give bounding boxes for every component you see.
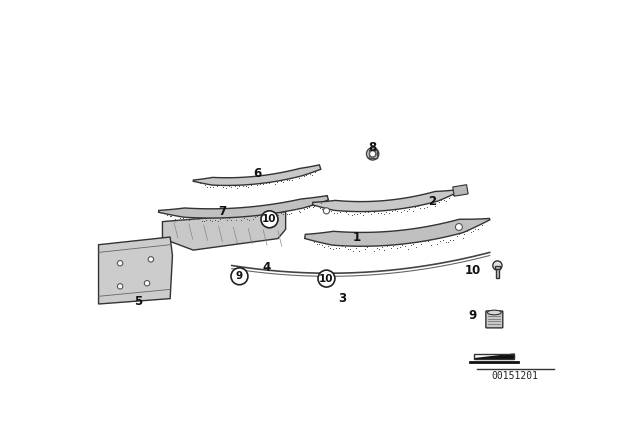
Polygon shape [312, 190, 459, 211]
Polygon shape [163, 211, 285, 250]
Circle shape [117, 284, 123, 289]
Text: 6: 6 [253, 167, 261, 180]
FancyBboxPatch shape [369, 150, 376, 158]
Polygon shape [305, 219, 490, 246]
Text: 9: 9 [468, 309, 477, 322]
Circle shape [145, 280, 150, 286]
Text: 1: 1 [353, 231, 360, 244]
FancyBboxPatch shape [496, 269, 499, 278]
Ellipse shape [488, 310, 501, 315]
Polygon shape [474, 354, 515, 359]
FancyBboxPatch shape [486, 311, 503, 328]
Circle shape [493, 261, 502, 270]
Polygon shape [99, 237, 172, 304]
Text: 5: 5 [134, 295, 142, 308]
FancyBboxPatch shape [495, 266, 500, 269]
Circle shape [261, 211, 278, 228]
Text: 10: 10 [262, 214, 276, 224]
Text: 4: 4 [262, 261, 271, 274]
Polygon shape [193, 165, 321, 185]
Circle shape [456, 224, 462, 230]
Circle shape [148, 257, 154, 262]
Text: 8: 8 [369, 141, 377, 154]
Text: 00151201: 00151201 [492, 370, 539, 381]
Circle shape [323, 208, 330, 214]
Circle shape [367, 148, 379, 160]
Text: 3: 3 [338, 292, 346, 305]
Polygon shape [159, 196, 328, 218]
Text: 7: 7 [218, 205, 227, 218]
Text: 9: 9 [236, 271, 243, 281]
Text: 2: 2 [428, 195, 436, 208]
Polygon shape [452, 185, 468, 196]
Circle shape [117, 260, 123, 266]
Text: 10: 10 [319, 274, 333, 284]
Circle shape [231, 268, 248, 285]
Circle shape [369, 151, 376, 157]
Text: 10: 10 [465, 264, 481, 277]
Circle shape [369, 151, 376, 157]
Circle shape [318, 270, 335, 287]
